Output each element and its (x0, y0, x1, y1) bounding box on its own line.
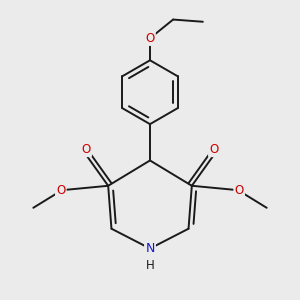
Text: N: N (145, 242, 155, 255)
Text: O: O (235, 184, 244, 197)
Text: H: H (146, 259, 154, 272)
Text: O: O (56, 184, 65, 197)
Text: O: O (146, 32, 154, 45)
Text: O: O (82, 143, 91, 156)
Text: O: O (209, 143, 218, 156)
